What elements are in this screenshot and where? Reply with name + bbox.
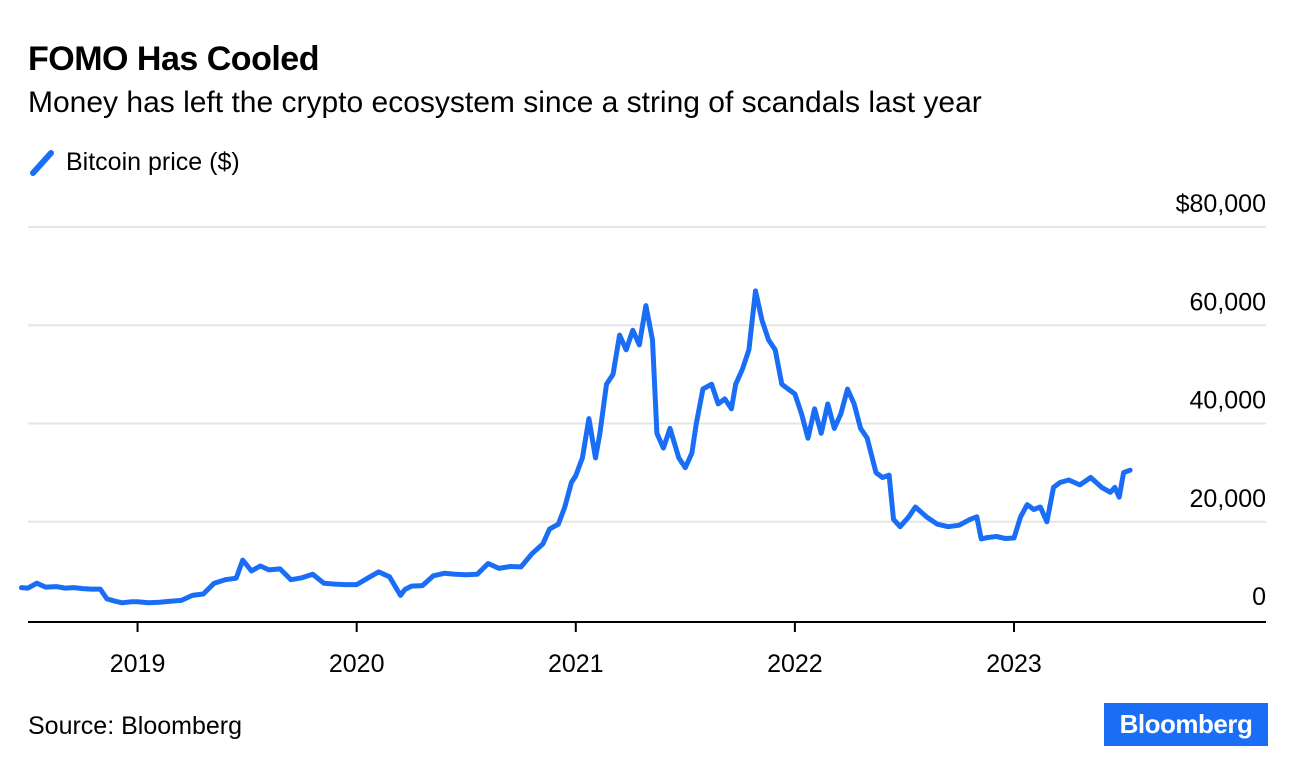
bitcoin-price-line (18, 288, 1133, 606)
y-tick-label: 40,000 (1190, 387, 1266, 415)
legend-line-icon (30, 149, 54, 176)
y-tick-label: 0 (1252, 583, 1266, 611)
source-note: Source: Bloomberg (28, 712, 243, 740)
y-tick-label: 60,000 (1190, 288, 1266, 316)
x-tick-label: 2020 (329, 650, 385, 678)
legend-label: Bitcoin price ($) (66, 148, 240, 176)
y-tick-label: 20,000 (1190, 485, 1266, 513)
x-tick-label: 2023 (986, 650, 1042, 678)
chart-subtitle: Money has left the crypto ecosystem sinc… (28, 86, 982, 119)
bloomberg-logo: Bloomberg (1104, 703, 1268, 746)
x-tick-label: 2019 (110, 650, 166, 678)
x-tick-label: 2022 (767, 650, 823, 678)
legend: Bitcoin price ($) (28, 148, 240, 177)
chart-title: FOMO Has Cooled (28, 40, 319, 78)
x-tick-label: 2021 (548, 650, 604, 678)
y-tick-label: $80,000 (1176, 190, 1266, 218)
